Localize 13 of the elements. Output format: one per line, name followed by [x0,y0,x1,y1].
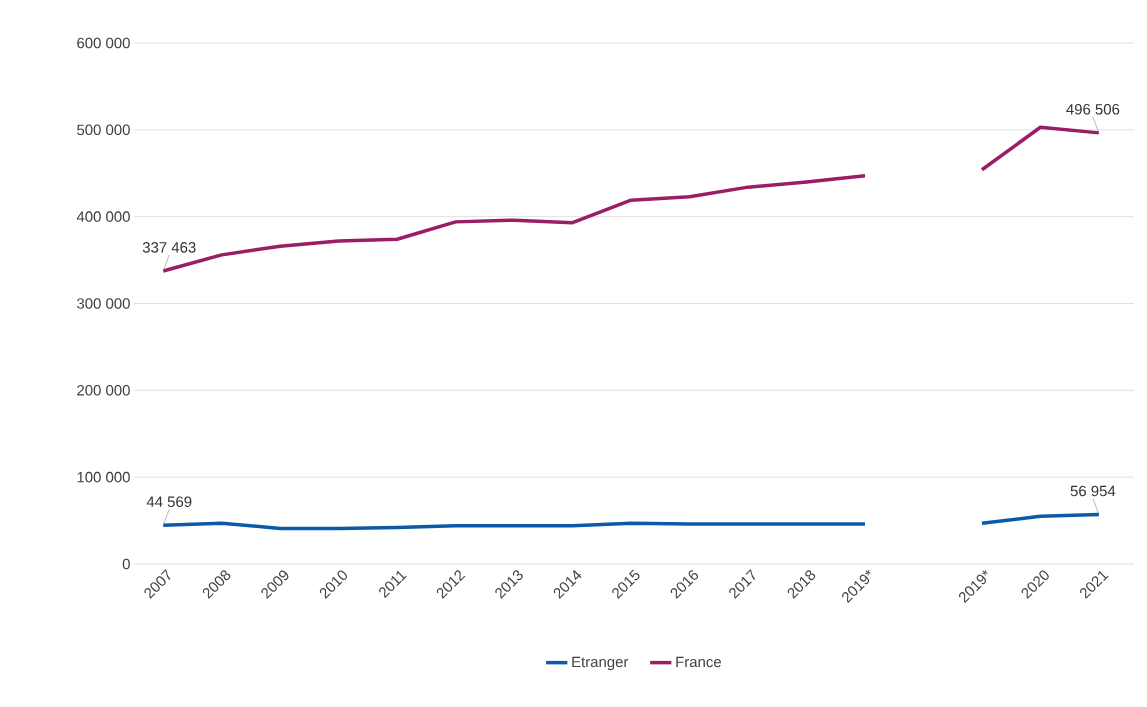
data-label: 496 506 [1066,103,1120,115]
data-label: 44 569 [146,496,192,507]
data-label: 56 954 [1070,485,1116,497]
legend-label: Etranger [572,656,629,671]
y-tick-label: 100 000 [77,471,130,483]
legend-label: France [676,656,721,668]
data-label: 337 463 [142,242,196,253]
y-tick-label: 0 [122,558,130,570]
y-tick-label: 500 000 [77,124,130,136]
y-tick-label: 400 000 [76,211,130,222]
y-tick-label: 300 000 [77,298,130,309]
y-tick-label: 600 000 [77,37,130,49]
y-tick-label: 200 000 [77,385,130,396]
